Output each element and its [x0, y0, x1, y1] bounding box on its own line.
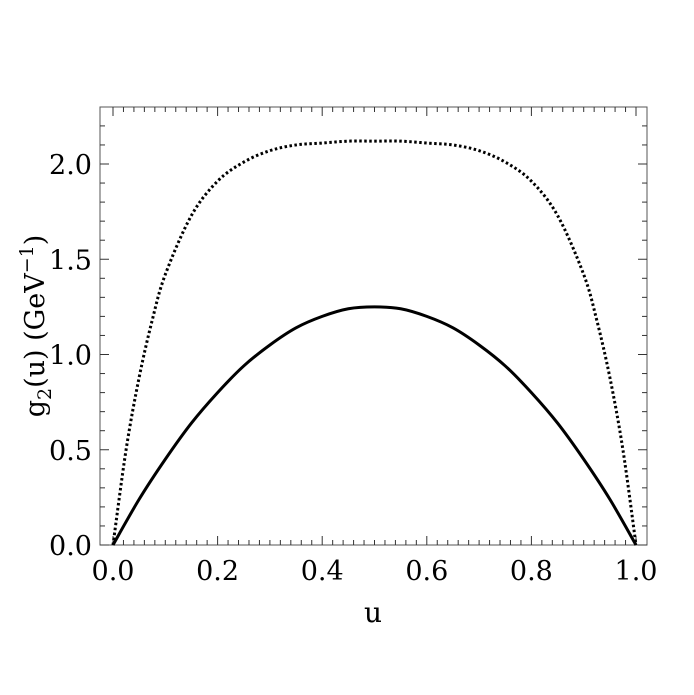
- y-label-superscript: −1: [16, 245, 38, 273]
- x-tick-label: 0.4: [301, 556, 344, 587]
- tick-labels-layer: 0.0 0.2 0.4 0.6 0.8 1.0 0.0 0.5 1.0 1.5 2.0: [49, 150, 657, 587]
- series-line-solid: [111, 305, 638, 546]
- plot-frame: [99, 106, 648, 546]
- y-tick-label: 2.0: [49, 150, 92, 181]
- ticks-layer: [100, 107, 647, 546]
- y-tick-label: 1.0: [49, 341, 92, 372]
- y-label-rest: (u) (GeV: [20, 273, 51, 388]
- x-tick-label: 0.8: [510, 556, 553, 587]
- x-tick-label: 1.0: [615, 556, 658, 587]
- y-axis-label: g2(u) (GeV−1): [16, 235, 56, 418]
- series-layer: [111, 139, 638, 546]
- x-tick-label: 0.2: [196, 556, 239, 587]
- y-label-subscript: 2: [34, 388, 56, 400]
- x-tick-label: 0.6: [405, 556, 448, 587]
- y-tick-label: 1.5: [49, 245, 92, 276]
- y-tick-label: 0.5: [49, 436, 92, 467]
- y-label-close: ): [20, 235, 51, 246]
- x-axis-label: u: [364, 596, 382, 629]
- y-label-base: g: [20, 400, 51, 417]
- y-tick-label: 0.0: [49, 531, 92, 562]
- series-line-dotted: [111, 139, 638, 546]
- x-tick-label: 0.0: [92, 556, 135, 587]
